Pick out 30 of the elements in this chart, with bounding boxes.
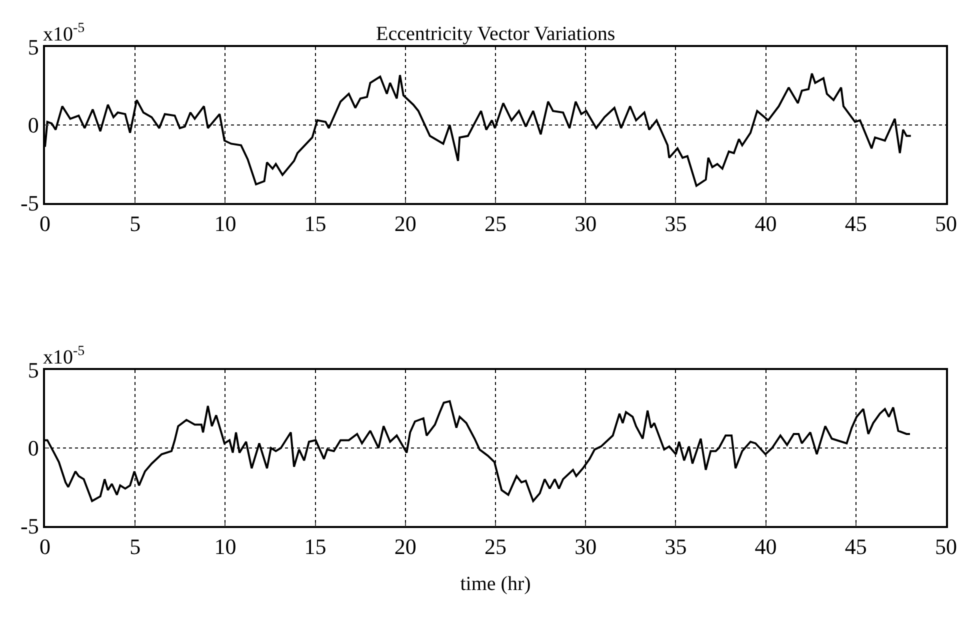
x-tick-label: 10 <box>214 211 236 236</box>
x-tick-label: 35 <box>664 534 687 560</box>
x-tick-label: 30 <box>574 211 597 236</box>
x-tick-label: 40 <box>754 534 777 560</box>
y-tick-label: 0 <box>28 436 39 461</box>
x-tick-label: 25 <box>484 534 506 560</box>
x-tick-label: 5 <box>130 211 141 236</box>
y-tick-label: -5 <box>20 514 39 539</box>
x-tick-label: 35 <box>664 211 687 236</box>
x-tick-label: 30 <box>574 534 597 560</box>
chart-title: Eccentricity Vector Variations <box>376 23 616 45</box>
y-tick-label: 0 <box>28 112 39 138</box>
x-tick-label: 45 <box>844 534 867 560</box>
text: x10$^{-5}$ <box>43 21 85 46</box>
x-tick-label: 45 <box>844 211 867 236</box>
x-tick-label: 25 <box>484 211 506 236</box>
x-tick-label: 5 <box>130 534 141 560</box>
x-tick-label: 20 <box>394 534 416 560</box>
x-tick-label: 40 <box>754 211 777 236</box>
x-axis-title: time (hr) <box>460 573 531 596</box>
text: x10$^{-5}$ <box>43 344 85 368</box>
x-tick-label: 50 <box>935 534 957 560</box>
x-tick-label: 15 <box>304 211 326 236</box>
y-tick-label: 5 <box>28 358 39 383</box>
x-tick-label: 50 <box>935 211 957 236</box>
y-tick-label: 5 <box>28 34 39 60</box>
x-tick-label: 15 <box>304 534 326 560</box>
x-tick-label: 10 <box>214 534 236 560</box>
x-tick-label: 20 <box>394 211 416 236</box>
y-tick-label: -5 <box>20 190 39 216</box>
